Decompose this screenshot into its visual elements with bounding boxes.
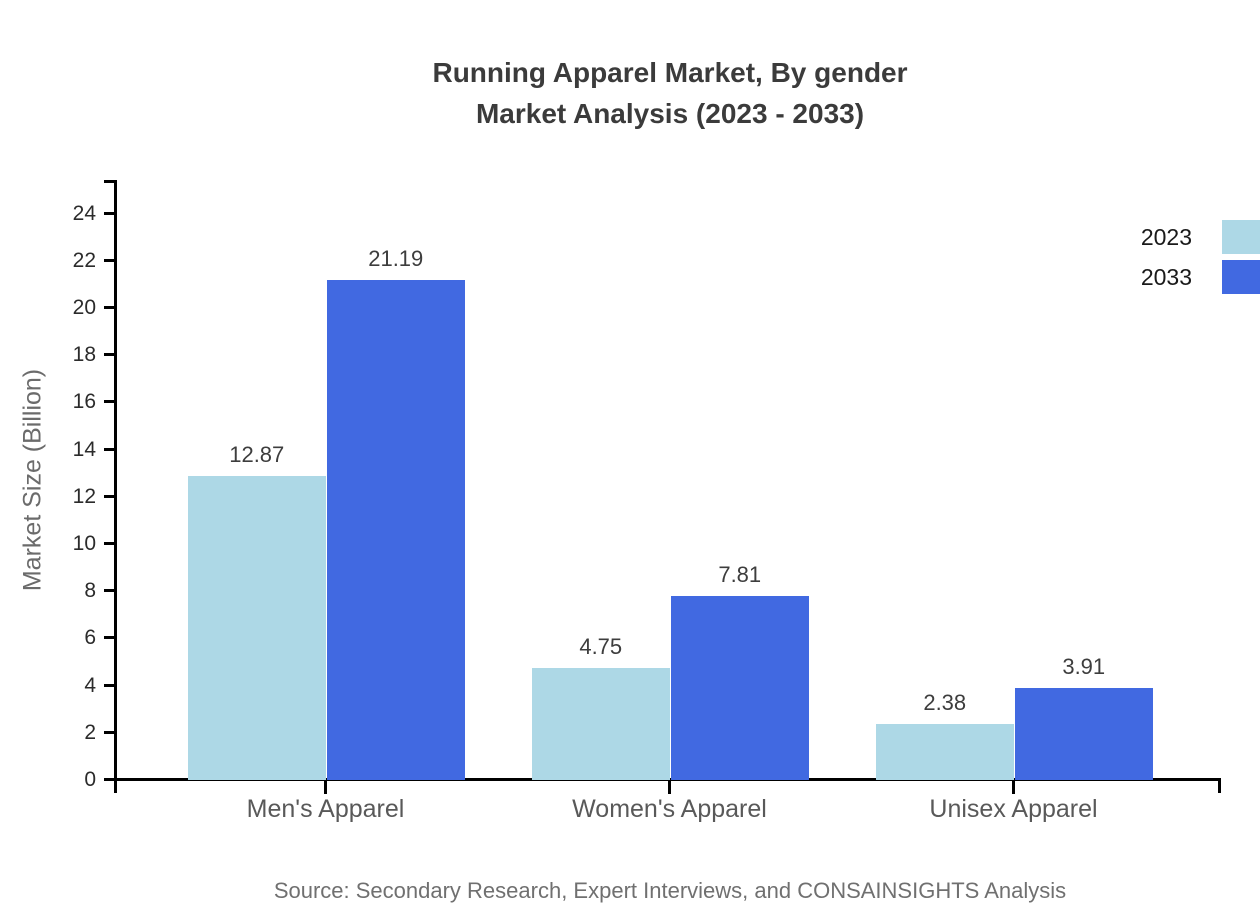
y-tick-label-0: 0: [84, 768, 96, 791]
y-tick-mark-24: [104, 211, 117, 215]
y-tick-mark-6: [104, 636, 117, 640]
x-tick-mark-women-s-apparel: [668, 780, 671, 794]
y-tick-label-20: 20: [72, 296, 96, 319]
x-tick-mark-men-s-apparel: [324, 780, 327, 794]
bar-value-2033-men-s-apparel: 21.19: [368, 245, 424, 271]
y-tick-label-8: 8: [84, 579, 96, 603]
y-tick-mark-10: [104, 542, 117, 545]
y-tick-label-6: 6: [84, 626, 96, 650]
x-category-label-unisex-apparel: Unisex Apparel: [929, 795, 1098, 823]
y-tick-mark-12: [104, 494, 117, 498]
chart-title: Running Apparel Market, By gender Market…: [80, 52, 1260, 134]
y-tick-mark-2: [104, 730, 117, 734]
y-tick-label-18: 18: [72, 343, 96, 367]
legend-row-2023: 2023: [1141, 220, 1260, 254]
y-tick-mark-20: [104, 306, 117, 309]
y-tick-label-22: 22: [72, 248, 96, 272]
y-axis-line: [114, 180, 117, 793]
bar-value-2023-men-s-apparel: 12.87: [229, 442, 285, 468]
x-tick-mark-unisex-apparel: [1012, 780, 1015, 794]
y-tick-mark-22: [104, 258, 117, 262]
bar-2023-unisex-apparel: [876, 723, 1014, 780]
y-tick-label-10: 10: [72, 532, 96, 555]
y-tick-label-4: 4: [84, 673, 96, 697]
bar-value-2033-unisex-apparel: 3.91: [1062, 653, 1106, 679]
y-axis-endcap-tick: [104, 180, 117, 183]
y-tick-label-24: 24: [72, 201, 96, 225]
bar-value-2023-women-s-apparel: 4.75: [579, 633, 623, 659]
legend-swatch-2023: [1222, 220, 1260, 254]
y-tick-label-14: 14: [72, 437, 96, 461]
legend-swatch-2033: [1222, 260, 1260, 294]
y-tick-mark-4: [104, 683, 117, 687]
y-tick-label-2: 2: [84, 720, 96, 744]
chart-title-line-2: Market Analysis (2023 - 2033): [475, 98, 865, 129]
legend: 2023 2033: [1141, 220, 1260, 294]
y-tick-mark-18: [104, 353, 117, 357]
bar-value-2023-unisex-apparel: 2.38: [923, 689, 967, 715]
bar-2023-men-s-apparel: [188, 476, 326, 780]
y-tick-mark-16: [104, 400, 117, 404]
x-axis-endcap-tick: [1218, 778, 1221, 793]
source-note: Source: Secondary Research, Expert Inter…: [273, 878, 1067, 903]
x-category-label-women-s-apparel: Women's Apparel: [572, 795, 767, 823]
y-tick-label-16: 16: [72, 390, 96, 414]
legend-label-2033: 2033: [1140, 263, 1192, 290]
y-tick-mark-14: [104, 447, 117, 451]
legend-label-2023: 2023: [1140, 223, 1192, 250]
x-category-label-men-s-apparel: Men's Apparel: [246, 795, 405, 823]
y-tick-label-12: 12: [72, 484, 96, 508]
legend-row-2033: 2033: [1141, 260, 1260, 294]
bar-2033-unisex-apparel: [1015, 687, 1153, 780]
bar-2033-men-s-apparel: [327, 279, 465, 780]
y-tick-mark-0: [104, 778, 117, 781]
bar-value-2033-women-s-apparel: 7.81: [718, 561, 762, 587]
y-tick-mark-8: [104, 589, 117, 593]
bar-2033-women-s-apparel: [671, 595, 809, 780]
bar-2023-women-s-apparel: [532, 667, 670, 780]
chart-title-line-1: Running Apparel Market, By gender: [432, 57, 908, 88]
